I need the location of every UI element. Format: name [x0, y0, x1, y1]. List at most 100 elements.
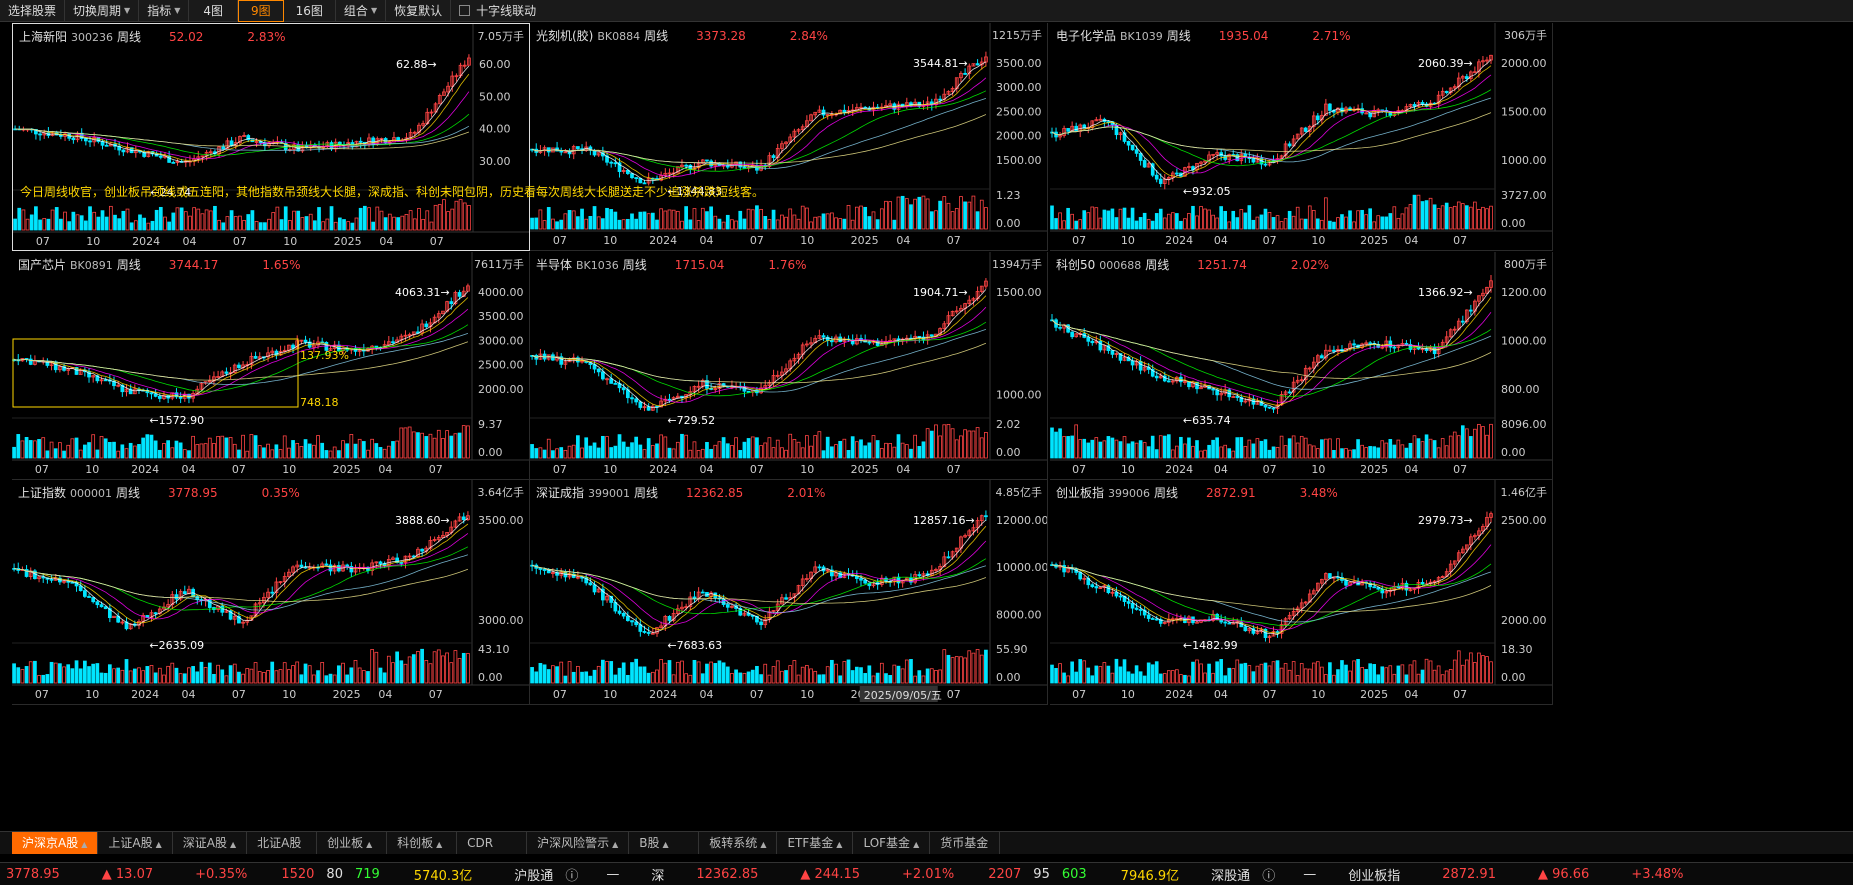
chevron-down-icon: ▼	[370, 5, 378, 15]
market-tab-12[interactable]: 货币基金	[930, 832, 1001, 854]
hgt-label: 沪股通	[514, 868, 554, 884]
reset-default-button[interactable]: 恢复默认	[386, 0, 452, 22]
low-label: ←2635.09	[149, 639, 204, 652]
panel-price: 3778.95	[168, 486, 218, 500]
panel-name: 国产芯片	[18, 258, 67, 272]
sz-index-pct: +2.01%	[902, 866, 955, 882]
cy-label: 创业板指	[1348, 868, 1401, 884]
panel-price: 1715.04	[674, 258, 725, 272]
sz-index-change: ▲ 244.15	[800, 866, 860, 882]
market-tab-9[interactable]: 板转系统 ▲	[699, 832, 778, 854]
price-tick: 2000.00	[1501, 57, 1547, 70]
crosshair-toggle[interactable]: 十字线联动	[451, 0, 544, 22]
date-tick: 07	[429, 463, 443, 476]
price-tick: 10000.00	[996, 561, 1048, 574]
kline-chart: 2000.00 1500.00 1000.00 3727.00 0.00 07 10 2024…	[1050, 23, 1552, 247]
market-tab-1[interactable]: 上证A股 ▲	[98, 832, 173, 854]
chart-panel-BK1036[interactable]: 半导体 BK1036 周线 1715.04 1.76% 1394万手 1500.00 1000…	[530, 252, 1048, 480]
indicator-button[interactable]: 指标 ▼	[139, 0, 190, 22]
date-tick: 2025	[333, 463, 361, 476]
date-tick: 07	[1263, 463, 1277, 476]
date-tick: 07	[553, 234, 567, 247]
chart-panel-BK1039[interactable]: 电子化学品 BK1039 周线 1935.04 2.71% 306万手 2000.00 150…	[1050, 23, 1553, 251]
date-tick: 07	[1453, 234, 1467, 247]
market-tab-11[interactable]: LOF基金 ▲	[853, 832, 931, 854]
help-icon[interactable]: ⓘ	[565, 868, 579, 884]
panel-name: 深证成指	[536, 486, 585, 500]
panel-code: BK1039	[1120, 30, 1163, 43]
sz-label: 深	[651, 868, 665, 884]
layout-9-button[interactable]: 9图	[238, 0, 284, 22]
date-tick: 04	[896, 234, 910, 247]
price-tick: 1000.00	[1501, 334, 1547, 347]
date-tick: 2025	[1360, 688, 1388, 701]
range-low-label: 748.18	[300, 396, 339, 409]
sh-amount: 5740.3亿	[413, 868, 473, 884]
switch-period-button[interactable]: 切换周期 ▼	[65, 0, 140, 22]
panel-period: 周线	[622, 258, 647, 272]
kline-chart: 3500.00 3000.00 43.10 0.00 07 10 2024 04 07 10 202…	[12, 480, 529, 701]
panel-price: 12362.85	[686, 486, 744, 500]
panel-change: 0.35%	[261, 486, 300, 500]
market-tab-5[interactable]: 科创板 ▲	[387, 832, 458, 854]
help-icon[interactable]: ⓘ	[1262, 868, 1276, 884]
chart-panel-BK0884[interactable]: 光刻机(胶) BK0884 周线 3373.28 2.84% 1215万手 3500.00 3…	[530, 23, 1048, 251]
price-tick: 1200.00	[1501, 286, 1547, 299]
chart-panel-399001[interactable]: 深证成指 399001 周线 12362.85 2.01% 4.85亿手 12000.00 1…	[530, 480, 1048, 705]
panel-name: 光刻机(胶)	[536, 29, 594, 43]
combo-button[interactable]: 组合 ▼	[336, 0, 387, 22]
market-tab-2[interactable]: 深证A股 ▲	[173, 832, 248, 854]
market-tab-10[interactable]: ETF基金 ▲	[777, 832, 854, 854]
select-stock-button[interactable]: 选择股票	[0, 0, 66, 22]
sz-index-price: 12362.85	[696, 866, 759, 882]
market-tab-6[interactable]: CDR	[457, 832, 528, 854]
volume-tick: 3727.00	[1501, 189, 1547, 202]
date-tick: 07	[233, 235, 247, 248]
volume-label: 1215万手	[992, 29, 1042, 42]
market-tab-8[interactable]: B股 ▲	[629, 832, 700, 854]
panel-period: 周线	[644, 29, 669, 43]
panel-code: BK0884	[597, 30, 641, 43]
volume-tick: 0.00	[478, 671, 503, 684]
caret-up-icon: ▲	[366, 840, 373, 849]
price-tick: 3000.00	[478, 614, 524, 627]
date-tick: 10	[800, 463, 814, 476]
chart-panel-000001[interactable]: 上证指数 000001 周线 3778.95 0.35% 3.64亿手 3500.00 300…	[12, 480, 530, 705]
date-tick: 10	[86, 235, 100, 248]
high-label: 3888.60→	[395, 514, 450, 527]
chart-panel-300236[interactable]: 上海新阳 300236 周线 52.02 2.83% 7.05万手 60.00 50.00 40…	[12, 23, 530, 251]
market-tab-7[interactable]: 沪深风险警示 ▲	[527, 832, 630, 854]
layout-16-button[interactable]: 16图	[284, 0, 336, 22]
chart-panel-BK0891[interactable]: 国产芯片 BK0891 周线 3744.17 1.65% 7611万手 4000.00 350…	[12, 252, 530, 480]
date-tick: 07	[232, 463, 246, 476]
volume-label: 1394万手	[992, 258, 1042, 271]
date-tick: 10	[1121, 688, 1135, 701]
volume-label: 7611万手	[474, 258, 524, 271]
price-tick: 12000.00	[996, 514, 1048, 527]
date-tick: 07	[750, 234, 764, 247]
date-tick: 10	[603, 688, 617, 701]
market-tab-4[interactable]: 创业板 ▲	[317, 832, 388, 854]
volume-label: 1.46亿手	[1500, 486, 1548, 499]
sz-down-count: 603	[1061, 866, 1087, 882]
low-label: ←729.52	[667, 414, 715, 427]
high-label: 4063.31→	[395, 286, 450, 299]
market-tab-3[interactable]: 北证A股	[247, 832, 318, 854]
date-tag: 2025/09/05/五	[864, 689, 942, 702]
layout-4-button[interactable]: 4图	[189, 0, 238, 22]
market-tab-0[interactable]: 沪深京A股 ▲	[12, 832, 99, 854]
market-tab-label: 板转系统	[709, 836, 758, 850]
volume-tick: 0.00	[996, 217, 1021, 230]
chart-panel-399006[interactable]: 创业板指 399006 周线 2872.91 3.48% 1.46亿手 2500.00 200…	[1050, 480, 1553, 705]
chart-panel-000688[interactable]: 科创50 000688 周线 1251.74 2.02% 800万手 1200.00 1000…	[1050, 252, 1553, 480]
price-tick: 3500.00	[478, 310, 524, 323]
sh-index-price: 3778.95	[6, 866, 60, 882]
date-tag-bg	[859, 686, 938, 702]
market-tab-label: B股	[639, 836, 660, 850]
date-tick: 2025	[333, 688, 361, 701]
date-tick: 04	[1214, 688, 1228, 701]
volume-tick: 0.00	[478, 446, 503, 459]
low-label: ←1344.83	[667, 185, 722, 198]
panel-period: 周线	[117, 30, 142, 44]
date-tick: 10	[282, 463, 296, 476]
